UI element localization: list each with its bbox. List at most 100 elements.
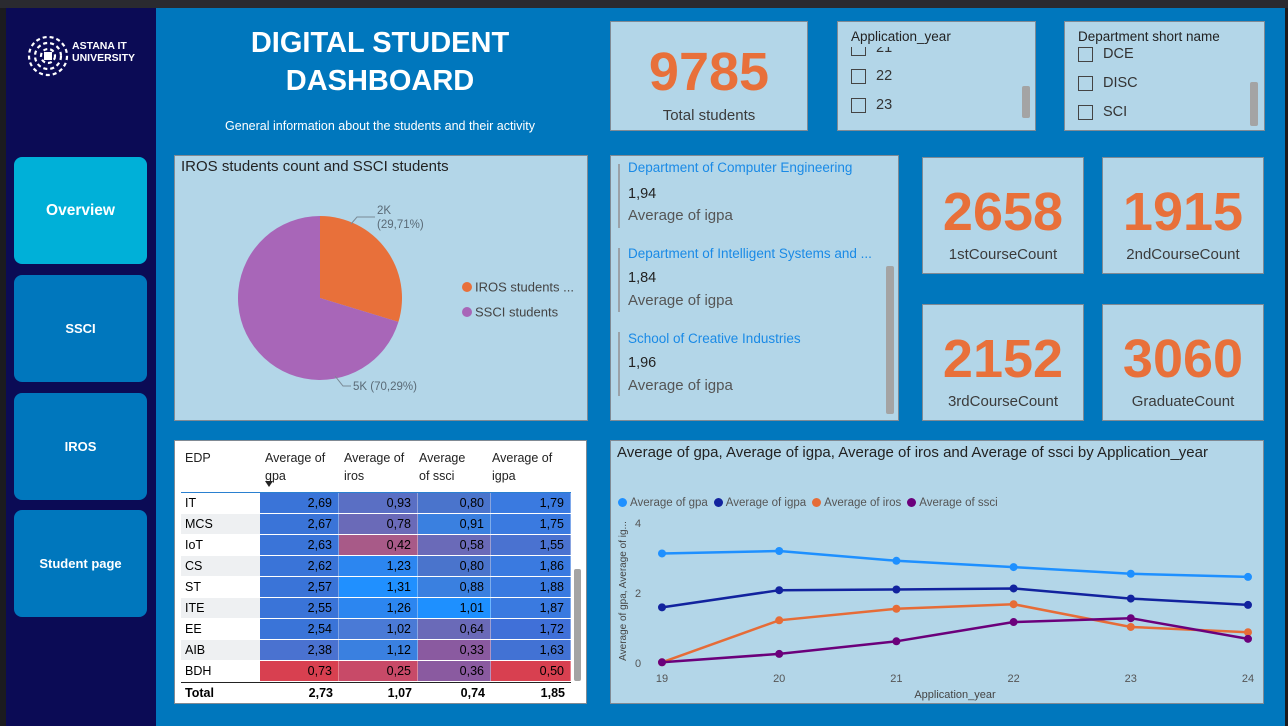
table-row[interactable]: EE 2,54 1,02 0,64 1,72: [181, 619, 571, 639]
table-cell: 0,73: [260, 661, 339, 681]
checkbox[interactable]: [1078, 104, 1093, 120]
data-point[interactable]: [775, 649, 784, 658]
nav-ssci-button[interactable]: SSCI: [14, 275, 147, 382]
table-cell: 2,54: [260, 619, 339, 639]
nav-student-page-button[interactable]: Student page: [14, 510, 147, 617]
pie-slice[interactable]: [320, 216, 402, 322]
sort-arrow-icon[interactable]: [265, 481, 275, 489]
nav-iros-button[interactable]: IROS: [14, 393, 147, 500]
pie-chart: 2K (29,71%) 5K (70,29%) IROS students ... SS…: [238, 205, 574, 393]
slicer-dept-item[interactable]: DISC: [1078, 74, 1138, 92]
series-line[interactable]: [661, 549, 1249, 579]
department-igpa-card: Department of Computer Engineering 1,94 …: [610, 155, 899, 421]
pie-slice[interactable]: [238, 216, 399, 380]
header-divider: [181, 492, 571, 493]
slicer-year-scrollbar[interactable]: [1022, 86, 1030, 118]
third-course-label: 3rdCourseCount: [947, 393, 1059, 410]
pie-chart-title: IROS students count and SSCI students: [181, 158, 449, 175]
table-row[interactable]: IT 2,69 0,93 0,80 1,79: [181, 493, 571, 513]
data-point[interactable]: [775, 547, 784, 555]
legend-marker: [618, 498, 627, 507]
divider: [618, 332, 620, 396]
legend-marker: [462, 282, 472, 292]
table-cell: 0,93: [339, 493, 418, 513]
table-row[interactable]: BDH 0,73 0,25 0,36 0,50: [181, 661, 571, 681]
series-line[interactable]: [661, 587, 1249, 609]
data-point[interactable]: [775, 586, 784, 595]
legend-item[interactable]: Average of igpa: [713, 497, 806, 509]
table-scrollbar[interactable]: [574, 569, 581, 681]
row-label: IT: [185, 496, 197, 510]
total-ssci: 0,74: [460, 686, 485, 700]
pie-label: (29,71%): [377, 219, 424, 231]
table-header-edp[interactable]: EDP: [185, 451, 211, 465]
table-row[interactable]: CS 2,62 1,23 0,80 1,86: [181, 556, 571, 576]
table-header-iros[interactable]: Average of iros: [344, 451, 405, 483]
slicer-dept-item[interactable]: SCI: [1078, 103, 1127, 121]
row-label: CS: [185, 559, 203, 573]
slicer-dept-item[interactable]: DCE: [1078, 45, 1134, 63]
data-point[interactable]: [1126, 622, 1135, 631]
table-cell: 2,55: [260, 598, 339, 618]
data-point[interactable]: [1009, 563, 1018, 572]
data-point[interactable]: [1244, 628, 1252, 637]
checkbox[interactable]: [851, 68, 866, 84]
table-cell: 2,38: [260, 640, 339, 660]
y-axis-label: Average of gpa, Average of ig...: [618, 521, 629, 661]
pie-label: 2K: [377, 205, 391, 217]
table-header-gpa[interactable]: Average of gpa: [265, 451, 326, 483]
checkbox[interactable]: [1078, 46, 1093, 62]
nav-overview-button[interactable]: Overview: [14, 157, 147, 264]
data-point[interactable]: [1009, 584, 1018, 593]
series-line[interactable]: [661, 602, 1249, 664]
graduate-card: 3060 GraduateCount: [1102, 304, 1264, 421]
table-header-igpa[interactable]: Average of igpa: [492, 451, 553, 483]
legend-item[interactable]: Average of gpa: [618, 497, 708, 509]
data-point[interactable]: [1244, 600, 1252, 609]
data-point[interactable]: [1126, 614, 1135, 623]
table-row[interactable]: ST 2,57 1,31 0,88 1,88: [181, 577, 571, 597]
table-cell: 0,88: [418, 577, 491, 597]
data-point[interactable]: [1244, 572, 1252, 581]
third-course-card: 2152 3rdCourseCount: [922, 304, 1084, 421]
table-row[interactable]: AIB 2,38 1,12 0,33 1,63: [181, 640, 571, 660]
table-row[interactable]: IoT 2,63 0,42 0,58 1,55: [181, 535, 571, 555]
data-point[interactable]: [1009, 600, 1018, 609]
legend-label[interactable]: SSCI students: [475, 305, 559, 320]
data-point[interactable]: [892, 604, 901, 613]
data-point[interactable]: [1009, 618, 1018, 627]
slicer-dept-scrollbar[interactable]: [1250, 82, 1258, 126]
data-point[interactable]: [1126, 594, 1135, 603]
data-point[interactable]: [892, 556, 901, 565]
table-total-row: Total 2,73 1,07 0,74 1,85: [181, 682, 571, 702]
legend-item[interactable]: Average of iros: [812, 497, 901, 509]
table-row[interactable]: MCS 2,67 0,78 0,91 1,75: [181, 514, 571, 534]
data-point[interactable]: [1244, 634, 1252, 643]
legend-label[interactable]: IROS students ...: [475, 280, 574, 295]
slicer-year-item[interactable]: 21: [851, 47, 892, 57]
checkbox[interactable]: [851, 97, 866, 113]
first-course-label: 1stCourseCount: [948, 246, 1058, 263]
data-point[interactable]: [1126, 569, 1135, 578]
edp-table: EDP Average of gpa Average of iros Avera…: [174, 440, 587, 704]
data-point[interactable]: [658, 549, 666, 558]
legend-item[interactable]: Average of ssci: [907, 497, 998, 509]
data-point[interactable]: [892, 637, 901, 646]
data-point[interactable]: [892, 585, 901, 594]
table-header-ssci[interactable]: Average of ssci: [419, 451, 466, 483]
checkbox[interactable]: [1078, 75, 1093, 91]
data-point[interactable]: [775, 616, 784, 625]
dept-igpa-label: Average of igpa: [628, 377, 733, 394]
data-point[interactable]: [658, 658, 666, 667]
data-point[interactable]: [658, 603, 666, 612]
university-logo: ASTANA IT UNIVERSITY: [26, 34, 156, 94]
table-row[interactable]: ITE 2,55 1,26 1,01 1,87: [181, 598, 571, 618]
checkbox[interactable]: [851, 47, 866, 56]
application-year-slicer: Application_year 21 22 23: [837, 21, 1036, 131]
department-card-scrollbar[interactable]: [886, 266, 894, 414]
series-line[interactable]: [661, 616, 1249, 664]
slicer-year-item[interactable]: 23: [851, 96, 892, 114]
slicer-year-item[interactable]: 22: [851, 67, 892, 85]
total-label: Total: [185, 686, 214, 700]
